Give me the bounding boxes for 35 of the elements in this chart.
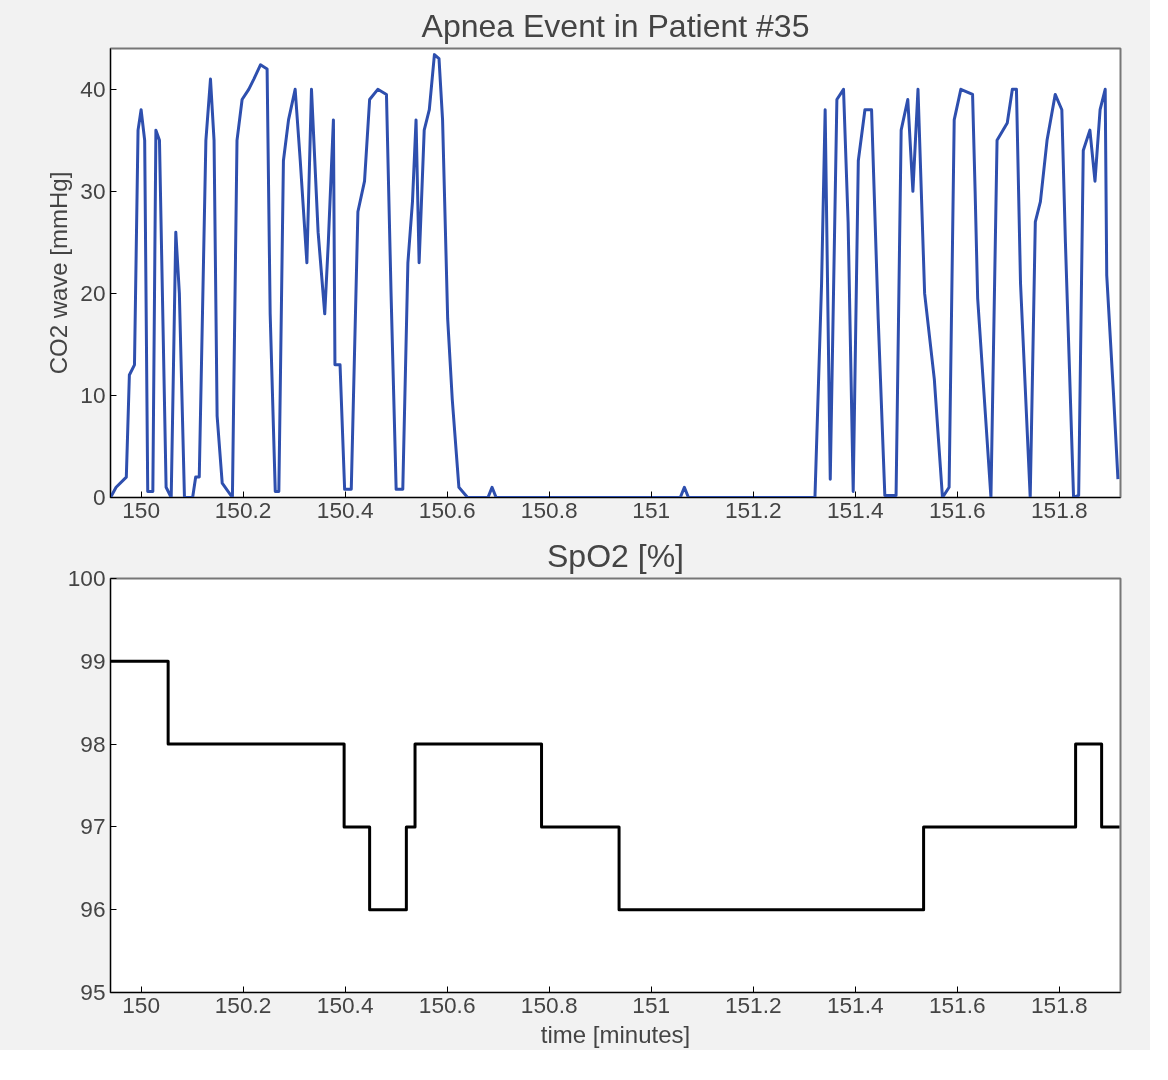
y-tick-label: 100 bbox=[67, 565, 106, 591]
y-tick-label: 97 bbox=[80, 813, 106, 840]
x-axis-title: time [minutes] bbox=[540, 1020, 691, 1048]
x-tick-label: 151 bbox=[632, 496, 671, 523]
x-tick-label: 150.8 bbox=[520, 991, 578, 1018]
x-tick-label: 151.6 bbox=[928, 496, 986, 523]
x-tick-label: 151.4 bbox=[826, 991, 884, 1018]
chart-title: Apnea Event in Patient #35 bbox=[421, 7, 810, 44]
x-tick-label: 150.2 bbox=[214, 991, 272, 1018]
x-tick-label: 151.8 bbox=[1030, 991, 1088, 1018]
x-tick-label: 151.8 bbox=[1030, 496, 1088, 523]
y-tick-label: 10 bbox=[80, 381, 106, 408]
y-tick-label: 99 bbox=[80, 647, 106, 674]
y-tick-label: 95 bbox=[80, 979, 106, 1005]
x-tick-label: 150 bbox=[122, 991, 161, 1018]
y-tick-label: 98 bbox=[80, 730, 106, 757]
y-tick-label: 20 bbox=[80, 279, 106, 306]
y-tick-label: 40 bbox=[80, 75, 106, 102]
x-tick-label: 150.6 bbox=[418, 496, 476, 523]
x-tick-label: 150.4 bbox=[316, 496, 374, 523]
y-axis-title: CO2 wave [mmHg] bbox=[45, 171, 73, 375]
x-tick-label: 150.8 bbox=[520, 496, 578, 523]
x-tick-label: 150 bbox=[122, 496, 161, 523]
y-tick-label: 30 bbox=[80, 177, 106, 204]
x-tick-label: 151.6 bbox=[928, 991, 986, 1018]
x-tick-label: 150.2 bbox=[214, 496, 272, 523]
x-tick-label: 150.6 bbox=[418, 991, 476, 1018]
x-tick-label: 151.2 bbox=[724, 991, 782, 1018]
y-tick-label: 96 bbox=[80, 896, 106, 923]
x-tick-label: 151 bbox=[632, 991, 671, 1018]
chart-title: SpO2 [%] bbox=[547, 537, 684, 574]
x-tick-label: 151.4 bbox=[826, 496, 884, 523]
y-tick-label: 0 bbox=[92, 484, 106, 510]
x-tick-label: 150.4 bbox=[316, 991, 374, 1018]
x-tick-label: 151.2 bbox=[724, 496, 782, 523]
